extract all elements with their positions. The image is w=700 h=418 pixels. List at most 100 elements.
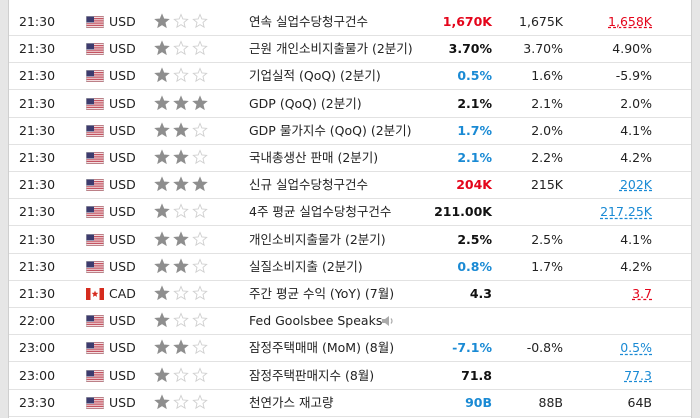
star [173,67,189,83]
flag-stripe [86,153,104,155]
calendar-row: 23:30 USD 천연가스 재고량 90B 88B 64B [9,389,691,417]
flag-stripe [86,320,104,322]
flag [86,396,104,409]
calendar-row: 21:30 CAD 주간 평균 수익 (YoY) (7월) 4.3 3.7 [9,280,691,308]
forecast: 1,675K [519,14,563,29]
star [154,203,170,219]
flag-stripe [86,351,104,353]
flag [86,233,104,246]
star [192,366,208,382]
event-name: 주간 평균 수익 (YoY) (7월) [249,286,395,301]
time: 21:30 [19,122,56,138]
flag-canton [86,16,94,23]
flag-stripe [86,50,104,52]
time: 21:30 [19,204,56,220]
forecast: 2.5% [531,231,563,247]
importance-stars [154,394,208,409]
star [154,13,170,29]
flag-stripe [86,17,104,19]
flag-stripe [86,211,104,213]
importance-stars [154,312,208,328]
star [192,176,208,192]
star [154,394,170,409]
star [192,230,208,246]
flag-stripe [86,208,104,210]
flag [86,70,104,83]
flag-stripe [86,215,104,217]
flag-stripe [86,239,104,241]
actual: -7.1% [452,340,492,356]
star [173,285,189,301]
time: 21:30 [19,231,56,247]
calendar-row: 21:30 USD GDP 물가지수 (QoQ) (2분기) 1.7% 2.0% 4.1% [9,117,691,145]
star [192,285,208,301]
flag-band [99,288,104,300]
actual: 3.70% [448,41,492,57]
star [154,258,170,273]
importance-stars [154,94,208,110]
star [192,67,208,83]
flag-stripe [86,237,104,239]
flag-stripe [86,264,104,266]
star [192,94,208,110]
currency: CAD [109,286,136,301]
time: 21:30 [19,286,56,301]
importance-stars [154,285,208,301]
calendar-row: 21:30 USD 4주 평균 실업수당청구건수 211.00K 217.25K [9,198,691,227]
flag-stripe [86,159,104,161]
actual: 1.7% [457,122,492,138]
flag-canton [86,369,94,377]
previous: 4.1% [620,231,652,247]
event-name: GDP (QoQ) (2분기) [249,95,362,111]
flag-stripe [86,262,104,264]
flag-stripe [86,99,104,101]
event-name: 국내총생산 판매 (2분기) [249,150,379,165]
flag-stripe [86,188,104,190]
star [154,366,170,382]
flag [86,260,104,273]
flag-stripe [86,134,104,135]
flag-canton [86,206,94,213]
star [154,40,170,56]
flag-border [86,179,104,192]
flag-stripe [86,132,104,134]
flag-stripe [86,126,104,128]
calendar-row: 21:30 USD 기업실적 (QoQ) (2분기) 0.5% 1.6% -5.9% [9,62,691,91]
audio-icon [382,316,393,327]
star [154,67,170,83]
flag-canton [86,70,94,77]
flag-stripe [86,266,104,268]
flag-stripe [86,268,104,270]
flag [86,124,104,137]
actual: 1,670K [442,14,492,29]
forecast: 1.7% [531,258,563,274]
currency: USD [109,177,136,193]
currency: USD [109,95,136,111]
actual: 2.5% [457,231,492,247]
actual: 211.00K [434,204,492,220]
forecast: 2.1% [531,95,563,111]
flag-canton [86,97,94,105]
previous: 202K [619,177,652,193]
event-name: Fed Goolsbee Speaks [249,313,383,329]
importance-stars [154,176,208,192]
star [154,94,170,110]
flag-stripe [86,48,104,50]
event-name: GDP 물가지수 (QoQ) (2분기) [249,122,412,138]
currency: USD [109,340,136,356]
previous: 4.90% [612,41,652,57]
flag-stripe [86,182,104,184]
flag-stripe [86,346,104,348]
flag [86,342,104,355]
flag [86,288,104,300]
star [173,258,189,273]
flag [86,179,104,192]
actual: 2.1% [457,150,492,165]
star [173,312,189,328]
time: 22:00 [19,313,56,329]
star [154,285,170,301]
actual: 204K [456,177,492,193]
star [173,394,189,409]
flag [86,315,104,328]
importance-stars [154,203,208,219]
